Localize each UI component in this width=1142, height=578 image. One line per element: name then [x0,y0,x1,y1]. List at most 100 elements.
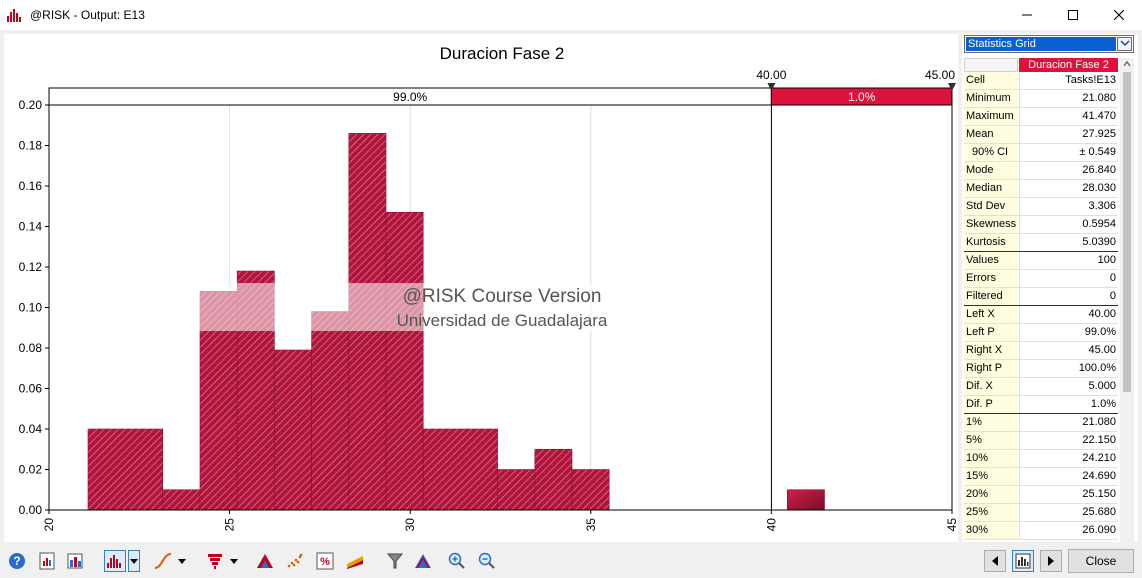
stats-row-value: 21.080 [1019,414,1118,431]
left-delimiter-handle[interactable] [767,83,776,91]
maximize-icon [1068,10,1078,20]
stats-row: 25% 25.680 [964,504,1118,522]
format-graph-button[interactable] [344,550,366,572]
help-button[interactable]: ? [6,550,28,572]
stats-scrollbar[interactable] [1120,58,1134,542]
stats-row-label: Minimum [964,90,1018,107]
y-tick-label: 0.06 [19,382,43,396]
stats-row-value: ± 0.549 [1019,144,1118,161]
stats-row-label: 15% [964,468,1018,485]
y-tick-label: 0.02 [19,463,43,477]
cumulative-curve-icon [154,553,172,569]
zoom-out-button[interactable] [476,550,498,572]
band-left-percent: 99.0% [393,90,427,104]
title-bar: @RISK - Output: E13 [0,0,1142,30]
stats-row-value: 0 [1019,270,1118,287]
scatter-icon [287,553,303,568]
svg-text:?: ? [13,554,20,568]
histogram-bar [534,448,573,511]
x-tick-label: 25 [223,518,237,532]
tornado-dropdown[interactable] [228,550,240,572]
arrow-left-icon [992,556,998,566]
stats-scrollbar-thumb[interactable] [1123,72,1131,392]
stats-row-value: Tasks!E13 [1019,72,1118,89]
stats-row-label: Kurtosis [964,234,1018,251]
stats-row-value: 5.0390 [1019,234,1118,251]
histogram-bar [497,469,536,511]
y-tick-label: 0.20 [19,98,43,112]
minimize-icon [1022,14,1032,16]
overlay-button[interactable] [412,550,434,572]
stats-row-value: 100 [1019,252,1118,269]
stats-row-value: 25.680 [1019,504,1118,521]
distribution-overlay-button[interactable] [254,550,276,572]
distribution-icon [257,554,273,568]
chevron-down-icon[interactable] [1117,37,1132,51]
close-button[interactable]: Close [1068,549,1134,573]
stats-row: Maximum 41.470 [964,108,1118,126]
zoom-in-button[interactable] [446,550,468,572]
stats-row: 5% 22.150 [964,432,1118,450]
cumulative-dropdown[interactable] [176,550,188,572]
percentiles-button[interactable]: % [314,550,336,572]
close-window-button[interactable] [1096,0,1142,30]
stats-row: 1% 21.080 [964,414,1118,432]
tornado-icon [208,554,222,569]
maximize-button[interactable] [1050,0,1096,30]
histogram-chart-area: 0.00 0.02 0.04 0.06 0.08 0.10 0.12 0.14 0.16 0.18… [4,34,958,542]
scroll-up-icon[interactable] [1120,58,1134,70]
histogram-button[interactable] [104,550,126,572]
previous-output-button[interactable] [984,550,1006,572]
stats-row-label: Left X [964,306,1018,323]
y-tick-label: 0.00 [19,503,43,517]
statistics-view-select[interactable]: Statistics Grid [964,35,1134,53]
histogram-bar [87,428,164,511]
report-icon [39,552,55,570]
scatter-button[interactable] [284,550,306,572]
stats-row-label: Dif. P [964,396,1018,413]
next-output-button[interactable] [1040,550,1062,572]
help-icon: ? [9,553,25,569]
statistics-view-selected: Statistics Grid [966,37,1116,51]
percent-icon: % [316,552,334,570]
y-tick-label: 0.08 [19,341,43,355]
x-tick-label: 35 [584,518,598,532]
plot-frame [48,104,953,511]
band-right-percent: 1.0% [848,90,876,104]
stats-row-label: Errors [964,270,1018,287]
stats-row-value: 41.470 [1019,108,1118,125]
graph-summary-button[interactable] [64,550,86,572]
minimize-button[interactable] [1004,0,1050,30]
histogram-bar [311,311,350,511]
histogram-icon [107,555,121,568]
tornado-button[interactable] [204,550,226,572]
zoom-out-icon [478,552,495,569]
right-delimiter-handle[interactable] [948,83,956,91]
filter-button[interactable] [384,550,406,572]
stats-row: Mode 26.840 [964,162,1118,180]
stats-row-label: 1% [964,414,1018,431]
statistics-panel: Statistics Grid Duracion Fase 2 Cell Task… [962,34,1138,542]
stats-row-label: 20% [964,486,1018,503]
stats-row: 20% 25.150 [964,486,1118,504]
statistics-toggle-button[interactable] [1012,550,1034,572]
stats-row: Cell Tasks!E13 [964,72,1118,90]
stats-row: Std Dev 3.306 [964,198,1118,216]
statistics-table-icon [1015,553,1031,569]
watermark-band [49,283,952,331]
cumulative-button[interactable] [152,550,174,572]
dropdown-arrow-icon [130,558,138,564]
stats-row: Minimum 21.080 [964,90,1118,108]
stats-row-label: Median [964,180,1018,197]
right-delimiter-value: 45.00 [925,68,955,82]
report-button[interactable] [36,550,58,572]
stats-row-value: 3.306 [1019,198,1118,215]
stats-row: Filtered 0 [964,288,1118,306]
stats-row-label: Std Dev [964,198,1018,215]
arrow-right-icon [1048,556,1054,566]
y-axis-ticks: 0.00 0.02 0.04 0.06 0.08 0.10 0.12 0.14 0.16 0.18… [19,98,49,517]
stats-row-value: 40.00 [1019,306,1118,323]
risk-app-icon [7,9,21,22]
stats-row-value: 26.090 [1019,522,1118,539]
histogram-dropdown[interactable] [128,550,140,572]
